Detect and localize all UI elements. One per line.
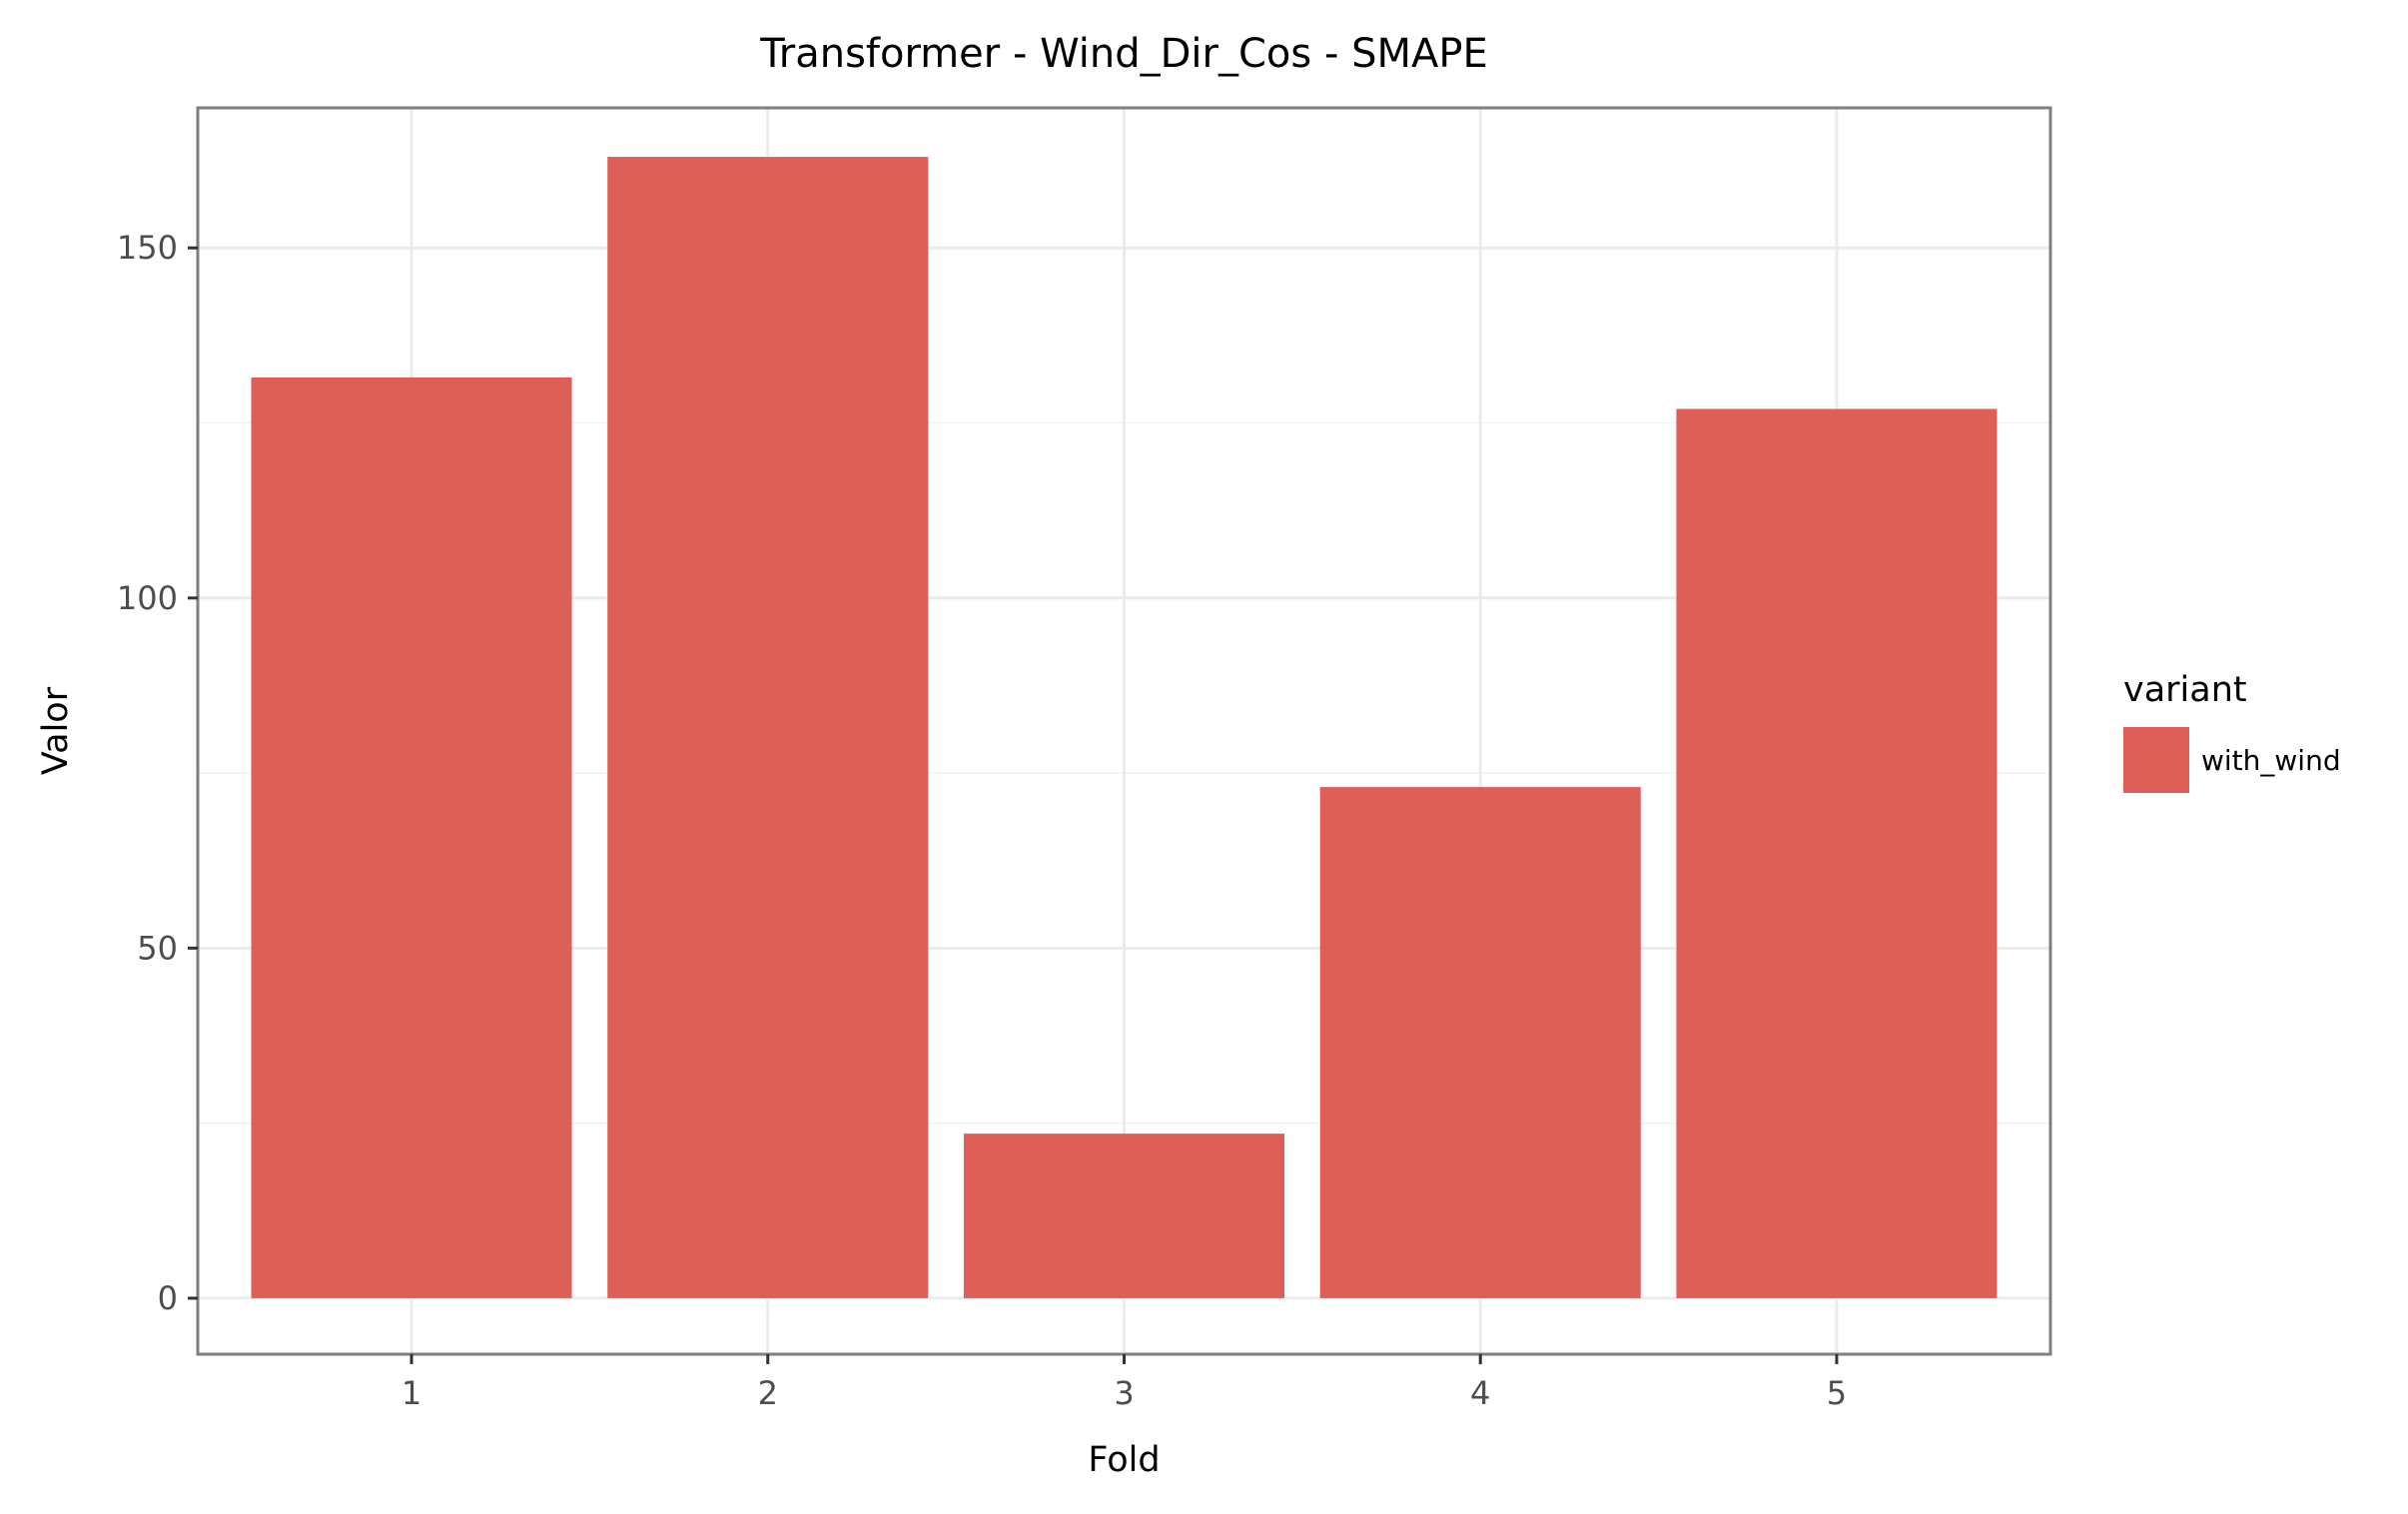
x-tick-label: 4 — [1470, 1374, 1490, 1412]
x-tick-label: 2 — [758, 1374, 778, 1412]
legend: variant with_wind — [2123, 670, 2341, 793]
bar-fold-4 — [1319, 787, 1641, 1298]
y-tick-label: 50 — [137, 929, 178, 967]
y-tick-label: 150 — [117, 229, 178, 267]
axis-ticks: 0 50 100 150 1 2 3 4 5 — [117, 229, 1847, 1412]
y-axis-title: Valor — [36, 686, 76, 775]
legend-title: variant — [2123, 670, 2247, 710]
y-tick-label: 0 — [158, 1279, 178, 1317]
bar-fold-5 — [1676, 408, 1998, 1298]
x-tick-label: 5 — [1827, 1374, 1847, 1412]
bar-fold-1 — [251, 377, 572, 1298]
y-tick-label: 100 — [117, 579, 178, 617]
chart-title: Transformer - Wind_Dir_Cos - SMAPE — [759, 31, 1488, 77]
bar-fold-3 — [963, 1134, 1285, 1298]
legend-key-with-wind — [2123, 727, 2189, 793]
legend-label-with-wind: with_wind — [2201, 744, 2341, 777]
x-tick-label: 1 — [401, 1374, 421, 1412]
bar-fold-2 — [607, 157, 929, 1298]
bars — [251, 157, 1998, 1298]
x-tick-label: 3 — [1114, 1374, 1134, 1412]
x-axis-title: Fold — [1088, 1440, 1160, 1480]
